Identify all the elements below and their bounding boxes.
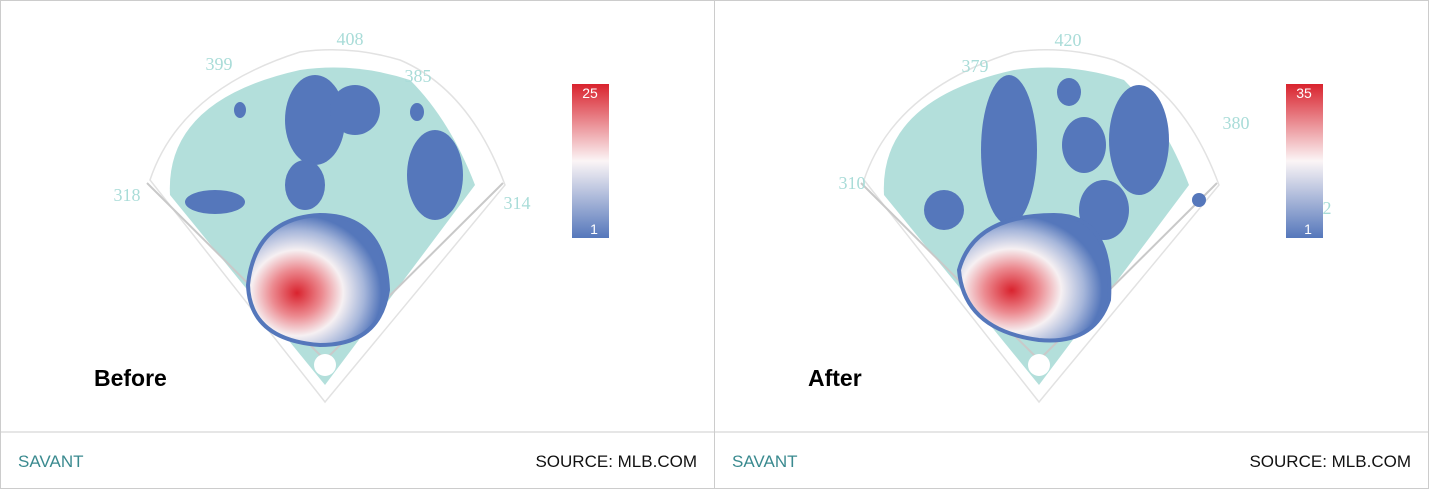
panel-label: After <box>808 365 862 391</box>
density-blob <box>1109 85 1169 195</box>
distance-label: 380 <box>1223 113 1250 133</box>
distance-label: 314 <box>504 193 531 213</box>
panel-label: Before <box>94 365 167 391</box>
footer-left: SAVANT <box>18 452 84 471</box>
home-plate <box>314 354 336 376</box>
panel: 318 399 408 385 314 25 1 Before SAVANT SOURCE: ML… <box>0 0 715 489</box>
footer-right: SOURCE: MLB.COM <box>535 452 697 471</box>
distance-label: 310 <box>839 173 866 193</box>
density-blob <box>285 160 325 210</box>
scale-max: 35 <box>1296 85 1312 101</box>
distance-label: 399 <box>206 54 233 74</box>
density-blob <box>407 130 463 220</box>
panel: 310379420380302351AfterSAVANTSOURCE: MLB… <box>714 0 1429 489</box>
density-blob <box>1192 193 1206 207</box>
density-blob <box>234 102 246 118</box>
footer-right: SOURCE: MLB.COM <box>1249 452 1411 471</box>
distance-label: 379 <box>962 56 989 76</box>
scale-max: 25 <box>582 85 598 101</box>
distance-label: 318 <box>114 185 141 205</box>
density-blob <box>285 75 345 165</box>
hot-zone <box>245 212 391 348</box>
field-outline <box>149 49 506 404</box>
density-blob <box>1062 117 1106 173</box>
distance-label: 420 <box>1055 30 1082 50</box>
density-blob <box>330 85 380 135</box>
density-blob <box>924 190 964 230</box>
scale-min: 1 <box>1304 221 1312 237</box>
scale-min: 1 <box>590 221 598 237</box>
distance-label: 385 <box>405 66 432 86</box>
color-scale <box>1286 84 1323 238</box>
hot-zone <box>956 212 1112 343</box>
density-blob <box>185 190 245 214</box>
distance-label: 408 <box>337 29 364 49</box>
field-outline <box>863 49 1220 404</box>
density-blob <box>410 103 424 121</box>
density-blob <box>1057 78 1081 106</box>
color-scale <box>572 84 609 238</box>
home-plate <box>1028 354 1050 376</box>
density-blob <box>981 75 1037 225</box>
density-blob <box>1079 180 1129 240</box>
footer-left: SAVANT <box>732 452 798 471</box>
